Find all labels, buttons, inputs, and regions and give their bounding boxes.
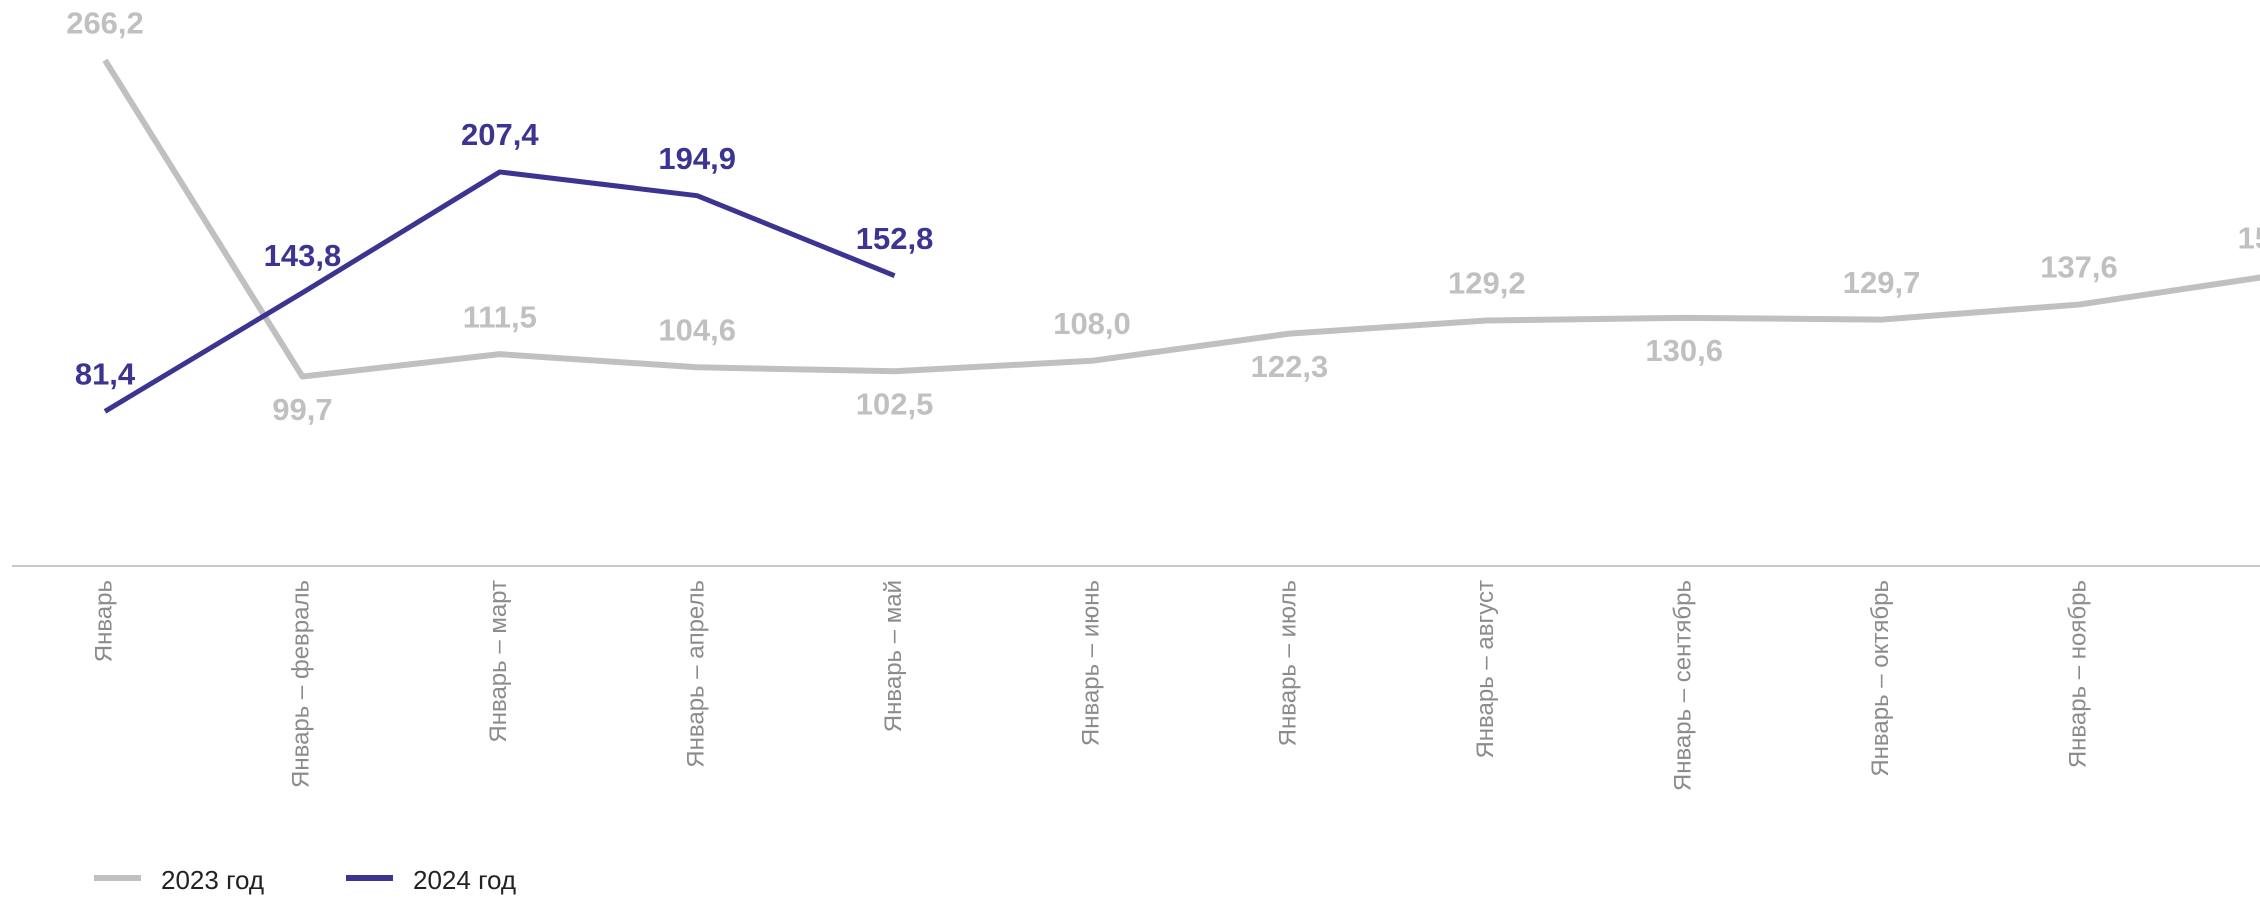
data-label: 102,5 bbox=[856, 386, 934, 421]
data-label: 207,4 bbox=[461, 117, 539, 152]
data-label: 104,6 bbox=[658, 312, 736, 347]
data-label: 130,6 bbox=[1645, 333, 1723, 368]
x-tick-label: Январь – март bbox=[485, 580, 512, 743]
x-tick-label: Январь – август bbox=[1472, 580, 1499, 759]
legend-label: 2024 год bbox=[413, 865, 516, 895]
legend-label: 2023 год bbox=[161, 865, 264, 895]
x-tick-label: Январь – июнь bbox=[1077, 580, 1104, 746]
data-label: 122,3 bbox=[1251, 349, 1329, 384]
x-tick-label: Январь bbox=[90, 580, 117, 662]
data-label: 129,7 bbox=[1843, 265, 1921, 300]
data-label: 266,2 bbox=[66, 5, 144, 40]
x-tick-label: Январь – апрель bbox=[683, 580, 710, 768]
x-tick-label: Январь – июль bbox=[1275, 580, 1302, 746]
data-label: 99,7 bbox=[272, 392, 332, 427]
data-label: 143,8 bbox=[264, 238, 342, 273]
data-label: 153,1 bbox=[2238, 220, 2260, 255]
data-label: 111,5 bbox=[463, 299, 537, 334]
data-label: 81,4 bbox=[75, 357, 136, 392]
data-label: 152,8 bbox=[856, 221, 934, 256]
x-tick-label: Январь – май bbox=[880, 580, 907, 732]
data-label: 129,2 bbox=[1448, 266, 1526, 301]
x-tick-label: Январь – февраль bbox=[288, 580, 315, 788]
series-line bbox=[102, 58, 2260, 380]
x-tick-label: Январь – сентябрь bbox=[1670, 580, 1697, 791]
series-line bbox=[103, 169, 896, 414]
data-label: 108,0 bbox=[1053, 306, 1131, 341]
data-label: 194,9 bbox=[658, 141, 736, 176]
x-tick-label: Январь – ноябрь bbox=[2064, 580, 2091, 768]
x-tick-label: Январь – октябрь bbox=[1867, 580, 1894, 777]
data-label: 137,6 bbox=[2040, 250, 2118, 285]
